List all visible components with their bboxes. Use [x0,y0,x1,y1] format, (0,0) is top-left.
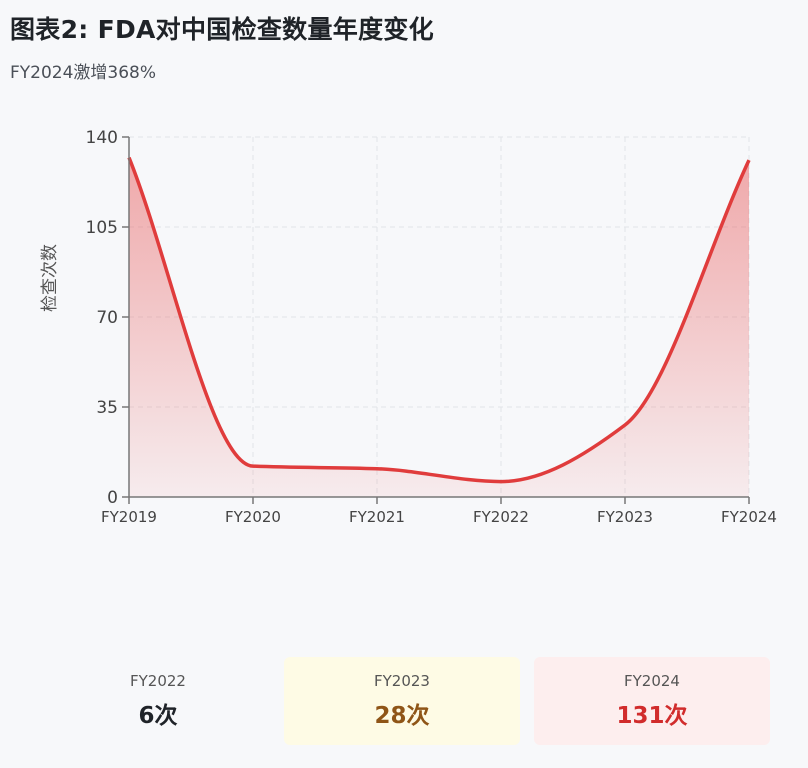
card-label: FY2024 [624,672,680,690]
chart-subtitle: FY2024激增368% [10,63,157,83]
x-tick-label: FY2022 [473,508,529,526]
line-chart: 0 35 70 105 140 FY2019 FY2020 FY2021 FY2022 FY202… [40,128,777,526]
stat-card-fy2022: FY2022 6次 [40,657,276,745]
y-tick-label: 0 [107,488,118,508]
card-value: 28次 [374,703,430,729]
series-line [127,156,751,484]
chart-title: 图表2: FDA对中国检查数量年度变化 [10,15,434,44]
x-tick-label: FY2019 [101,508,157,526]
x-tick-label: FY2023 [597,508,653,526]
card-label: FY2022 [130,672,186,690]
card-label: FY2023 [374,672,430,690]
card-value: 6次 [138,703,178,729]
x-tick-label: FY2021 [349,508,405,526]
x-tick-label: FY2024 [721,508,777,526]
stat-card-fy2024: FY2024 131次 [534,657,770,745]
y-tick-label: 105 [86,218,118,238]
card-value: 131次 [616,703,688,729]
y-axis-label: 检查次数 [40,244,60,312]
area-fill [129,157,749,498]
y-tick-label: 70 [96,308,118,328]
x-tick-label: FY2020 [225,508,281,526]
y-tick-label: 35 [96,398,118,418]
stat-card-fy2023: FY2023 28次 [284,657,520,745]
y-tick-label: 140 [86,128,118,148]
